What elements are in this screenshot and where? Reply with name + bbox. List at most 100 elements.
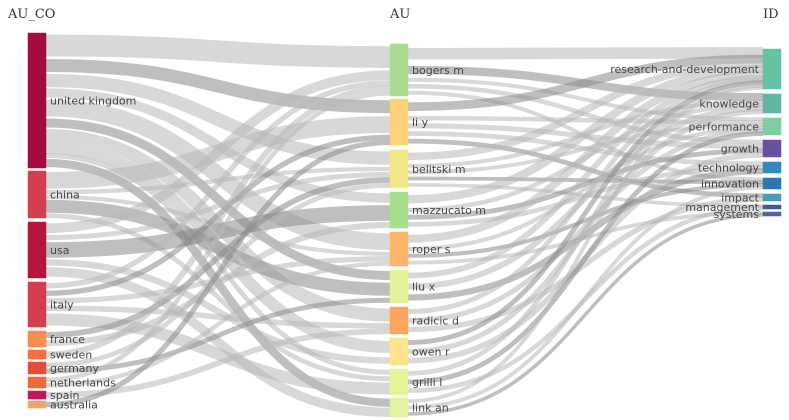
node-au-co-france[interactable] bbox=[27, 330, 47, 348]
node-label-owen-r: owen r bbox=[412, 346, 450, 359]
link-country-author-8 bbox=[45, 153, 391, 375]
node-id-performance[interactable] bbox=[762, 117, 782, 136]
node-au-bogers-m[interactable] bbox=[389, 43, 409, 97]
link-country-author-0 bbox=[45, 34, 391, 68]
node-label-china: china bbox=[50, 189, 80, 202]
link-author-keyword-23 bbox=[407, 74, 764, 279]
link-author-keyword-15 bbox=[407, 64, 764, 204]
node-label-roper-s: roper s bbox=[412, 243, 451, 256]
node-au-co-spain[interactable] bbox=[27, 390, 47, 400]
node-au-link-an[interactable] bbox=[389, 397, 409, 418]
link-author-keyword-33 bbox=[407, 131, 764, 385]
node-au-li-y[interactable] bbox=[389, 98, 409, 146]
node-au-belitski-m[interactable] bbox=[389, 149, 409, 189]
node-id-impact[interactable] bbox=[762, 193, 782, 202]
node-label-radicic-d: radicic d bbox=[412, 315, 459, 328]
node-label-sweden: sweden bbox=[50, 349, 92, 362]
link-author-keyword-10 bbox=[407, 60, 764, 161]
link-country-author-5 bbox=[45, 118, 391, 280]
link-author-keyword-0 bbox=[407, 47, 764, 60]
node-id-research-and-development[interactable] bbox=[762, 48, 782, 90]
node-label-australia: australia bbox=[50, 399, 98, 412]
link-author-keyword-21 bbox=[407, 182, 764, 258]
node-au-co-germany[interactable] bbox=[27, 361, 47, 375]
node-label-italy: italy bbox=[50, 299, 74, 312]
node-id-systems[interactable] bbox=[762, 211, 782, 217]
column-title-au: AU bbox=[389, 7, 410, 22]
node-au-liu-x[interactable] bbox=[389, 269, 409, 304]
link-country-author-26 bbox=[45, 222, 391, 346]
link-author-keyword-36 bbox=[407, 185, 764, 410]
node-label-impact: impact bbox=[721, 192, 760, 205]
node-label-innovation: innovation bbox=[701, 178, 759, 191]
node-au-co-china[interactable] bbox=[27, 170, 47, 219]
link-country-author-18 bbox=[45, 259, 391, 364]
link-author-keyword-28 bbox=[407, 196, 764, 333]
links-layer bbox=[45, 34, 764, 417]
node-au-co-netherlands[interactable] bbox=[27, 376, 47, 389]
node-id-knowledge[interactable] bbox=[762, 93, 782, 114]
link-author-keyword-17 bbox=[407, 148, 764, 220]
link-country-author-20 bbox=[45, 80, 391, 289]
link-country-author-21 bbox=[45, 134, 391, 296]
node-label-bogers-m: bogers m bbox=[412, 64, 464, 77]
link-country-author-15 bbox=[45, 70, 391, 234]
link-country-author-27 bbox=[45, 85, 391, 358]
link-country-author-24 bbox=[45, 313, 391, 395]
node-label-performance: performance bbox=[689, 121, 760, 134]
node-label-liu-x: liu x bbox=[412, 281, 436, 294]
node-au-grilli-l[interactable] bbox=[389, 368, 409, 396]
link-author-keyword-5 bbox=[407, 54, 764, 111]
link-author-keyword-32 bbox=[407, 82, 764, 376]
node-id-technology[interactable] bbox=[762, 161, 782, 174]
node-label-belitski-m: belitski m bbox=[412, 163, 466, 176]
node-label-germany: germany bbox=[50, 362, 100, 375]
link-author-keyword-29 bbox=[407, 80, 764, 345]
node-label-france: france bbox=[50, 333, 85, 346]
link-country-author-22 bbox=[45, 256, 391, 304]
node-au-co-sweden[interactable] bbox=[27, 349, 47, 360]
link-author-keyword-20 bbox=[407, 125, 764, 252]
node-label-united-kingdom: united kingdom bbox=[50, 95, 136, 108]
node-au-co-united-kingdom[interactable] bbox=[27, 32, 47, 169]
node-label-link-an: link an bbox=[412, 402, 449, 415]
link-country-author-17 bbox=[45, 205, 391, 258]
node-label-usa: usa bbox=[50, 244, 69, 257]
node-au-mazzucato-m[interactable] bbox=[389, 191, 409, 229]
link-country-author-16 bbox=[45, 171, 391, 241]
node-id-innovation[interactable] bbox=[762, 177, 782, 190]
node-au-radicic-d[interactable] bbox=[389, 306, 409, 335]
link-author-keyword-35 bbox=[407, 85, 764, 404]
link-country-author-31 bbox=[45, 261, 391, 388]
node-id-growth[interactable] bbox=[762, 139, 782, 158]
node-label-management: management bbox=[685, 201, 759, 214]
node-label-spain: spain bbox=[50, 389, 80, 402]
node-au-co-italy[interactable] bbox=[27, 281, 47, 328]
node-au-co-australia[interactable] bbox=[27, 400, 47, 409]
node-au-roper-s[interactable] bbox=[389, 231, 409, 267]
node-au-co-usa[interactable] bbox=[27, 221, 47, 279]
link-author-keyword-19 bbox=[407, 70, 764, 243]
link-country-author-13 bbox=[45, 199, 391, 296]
link-country-author-25 bbox=[45, 177, 391, 338]
node-label-systems: systems bbox=[714, 208, 760, 221]
link-author-keyword-26 bbox=[407, 77, 764, 314]
node-label-technology: technology bbox=[698, 162, 760, 175]
node-au-owen-r[interactable] bbox=[389, 337, 409, 366]
column-title-au-co: AU_CO bbox=[7, 7, 55, 22]
node-label-research-and-development: research-and-development bbox=[610, 63, 759, 76]
column-title-id: ID bbox=[763, 7, 779, 22]
link-author-keyword-37 bbox=[407, 213, 764, 416]
link-country-author-4 bbox=[45, 99, 391, 251]
node-id-management[interactable] bbox=[762, 204, 782, 210]
nodes-layer: united kingdom china usa italy france swedeng… bbox=[27, 32, 782, 418]
link-author-keyword-12 bbox=[407, 123, 764, 175]
link-country-author-30 bbox=[45, 91, 391, 383]
link-country-author-1 bbox=[45, 59, 391, 114]
node-label-mazzucato-m: mazzucato m bbox=[412, 204, 486, 217]
link-country-author-33 bbox=[45, 139, 391, 408]
link-country-author-19 bbox=[45, 267, 391, 417]
link-author-keyword-9 bbox=[407, 138, 764, 199]
node-label-netherlands: netherlands bbox=[50, 377, 116, 390]
